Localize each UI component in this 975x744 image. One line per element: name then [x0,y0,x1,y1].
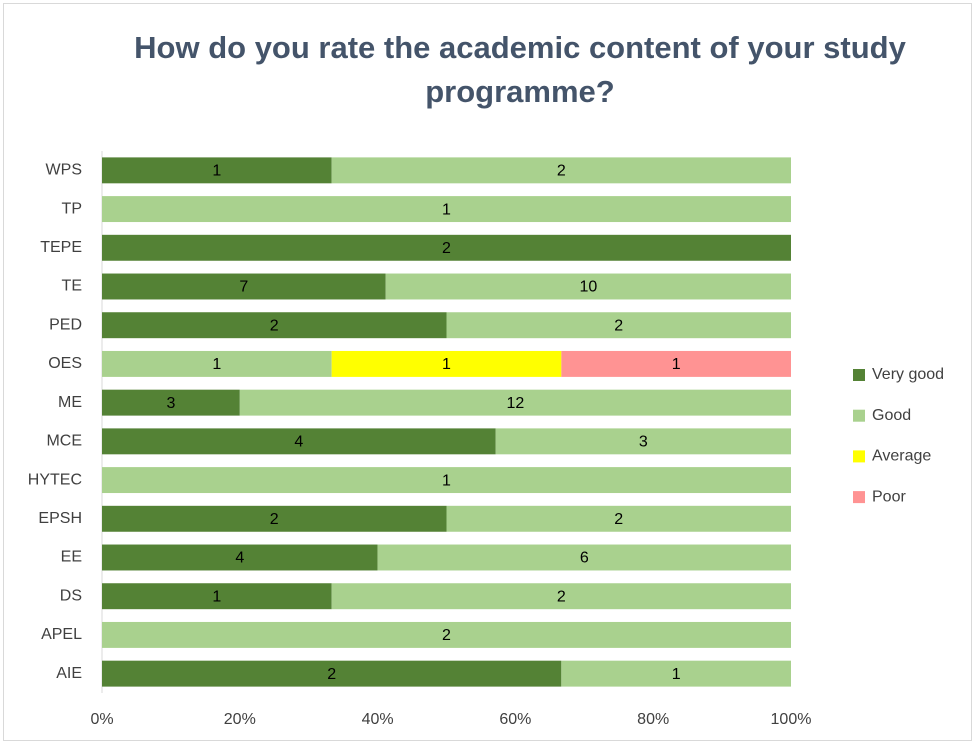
bar-segment [331,583,791,610]
y-tick-label: MCE [46,433,82,450]
x-tick-label: 0% [90,711,113,728]
bar-segment [102,234,791,261]
data-label: 2 [270,317,279,334]
data-label: 6 [580,550,589,567]
bar-segment [561,660,791,687]
data-label: 1 [672,356,681,373]
data-label: 3 [639,434,648,451]
y-tick-label: TP [62,200,82,217]
data-label: 1 [672,666,681,683]
bar-segment [385,273,791,300]
y-tick-label: HYTEC [28,471,82,488]
bar-segment [102,273,386,300]
legend-swatch [853,369,865,381]
legend-label: Average [872,448,931,465]
data-label: 2 [614,511,623,528]
data-label: 7 [239,279,248,296]
bar-segment [331,350,562,377]
bar-segment [102,157,332,184]
legend-swatch [853,450,865,463]
data-label: 4 [294,434,303,451]
bar-segment [102,660,562,687]
data-label: 1 [442,201,451,218]
y-tick-label: WPS [46,162,82,179]
bar-segment [446,505,791,532]
data-label: 1 [212,588,221,605]
data-label: 1 [442,472,451,489]
data-label: 2 [442,240,451,257]
x-tick-label: 60% [499,711,531,728]
bar-segment [102,583,332,610]
data-label: 1 [442,356,451,373]
bar-segment [102,467,791,494]
data-label: 2 [614,317,623,334]
bar-segment [102,544,378,571]
bar-segment [331,157,791,184]
y-tick-label: APEL [41,626,82,643]
data-label: 2 [442,627,451,644]
bar-segment [102,196,791,223]
y-tick-label: AIE [56,665,82,682]
x-tick-label: 40% [362,711,394,728]
bar-segment [102,505,447,532]
legend-label: Very good [872,366,944,383]
data-label: 2 [270,511,279,528]
bar-segment [102,621,791,648]
x-tick-label: 80% [637,711,669,728]
data-label: 2 [557,588,566,605]
x-tick-label: 20% [224,711,256,728]
data-label: 10 [579,279,597,296]
chart-title: How do you rate the academic content of … [134,30,906,109]
y-tick-label: EE [61,549,82,566]
y-tick-label: PED [49,316,82,333]
bar-segment [102,428,496,455]
bar-segment [102,350,332,377]
bar-segment [377,544,791,571]
y-tick-label: EPSH [38,510,82,527]
y-tick-label: DS [60,587,82,604]
data-label: 4 [235,550,244,567]
legend-swatch [853,409,865,422]
y-tick-label: TE [62,278,82,295]
data-label: 3 [166,395,175,412]
data-label: 1 [212,356,221,373]
bar-segment [102,312,447,339]
bar-segment [239,389,792,416]
data-label: 1 [212,163,221,180]
bar-segment [102,389,240,416]
bar-segment [561,350,791,377]
y-tick-label: TEPE [40,239,82,256]
legend-swatch [853,491,865,504]
data-label: 2 [557,163,566,180]
bar-segment [446,312,791,339]
x-tick-label: 100% [771,711,812,728]
data-label: 12 [507,395,525,412]
data-label: 2 [327,666,336,683]
legend-label: Poor [872,488,906,505]
bar-segment [495,428,791,455]
y-tick-label: OES [48,355,82,372]
y-tick-label: ME [58,394,82,411]
legend-label: Good [872,407,911,424]
